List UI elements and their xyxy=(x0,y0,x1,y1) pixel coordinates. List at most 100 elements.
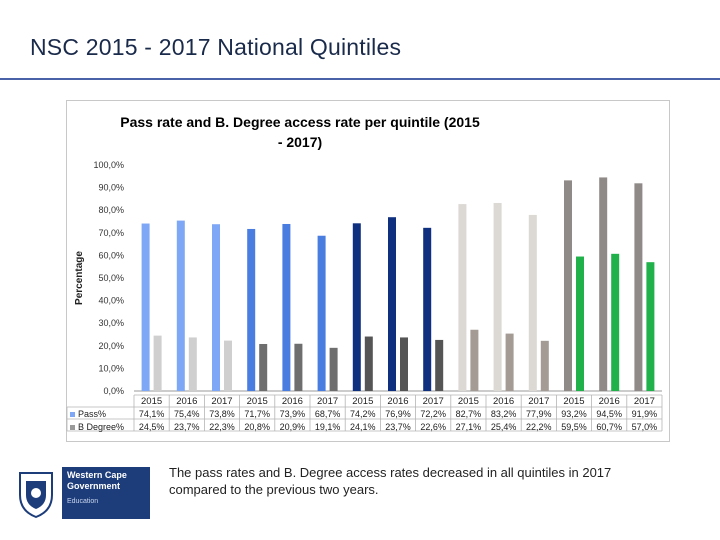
data-label: 94,5% xyxy=(596,409,622,419)
data-label: 72,2% xyxy=(420,409,446,419)
y-tick-label: 70,0% xyxy=(98,228,124,238)
x-tick-label: 2015 xyxy=(458,396,479,407)
data-label: 73,8% xyxy=(209,409,235,419)
pass-bar xyxy=(176,220,185,391)
data-label: 77,9% xyxy=(526,409,552,419)
pass-bar xyxy=(282,223,291,391)
data-label: 76,9% xyxy=(385,409,411,419)
data-label: 57,0% xyxy=(632,422,658,432)
data-label: 74,2% xyxy=(350,409,376,419)
data-label: 60,7% xyxy=(596,422,622,432)
data-label: 24,1% xyxy=(350,422,376,432)
b-degree-bar xyxy=(329,347,338,391)
data-label: 74,1% xyxy=(139,409,165,419)
pass-bar xyxy=(141,223,150,391)
data-label: 25,4% xyxy=(491,422,517,432)
pass-bar xyxy=(634,183,643,391)
logo-line-1: Western Cape xyxy=(67,470,127,480)
data-label: 20,9% xyxy=(280,422,306,432)
pass-bar xyxy=(528,214,537,391)
pass-bar xyxy=(352,223,361,391)
b-degree-bar xyxy=(540,340,549,391)
y-tick-label: 0,0% xyxy=(103,386,124,396)
data-label: 23,7% xyxy=(385,422,411,432)
legend-label-b-degree: B Degree% xyxy=(78,422,124,432)
y-tick-label: 30,0% xyxy=(98,318,124,328)
x-tick-label: 2015 xyxy=(141,396,162,407)
x-tick-label: 2016 xyxy=(176,396,197,407)
x-tick-label: 2017 xyxy=(634,396,655,407)
logo-line-3: Education xyxy=(67,498,99,505)
data-label: 75,4% xyxy=(174,409,200,419)
y-tick-label: 10,0% xyxy=(98,363,124,373)
slide-title: NSC 2015 - 2017 National Quintiles xyxy=(30,34,402,60)
pass-bar xyxy=(458,204,467,391)
b-degree-bar xyxy=(224,340,232,391)
b-degree-bar xyxy=(259,343,268,391)
legend-key-pass xyxy=(70,412,75,417)
title-divider xyxy=(0,78,720,80)
western-cape-government-logo: Western Cape Government Education xyxy=(62,467,150,519)
data-label: 83,2% xyxy=(491,409,517,419)
x-tick-label: 2017 xyxy=(423,396,444,407)
x-tick-label: 2015 xyxy=(247,396,268,407)
y-tick-label: 80,0% xyxy=(98,205,124,215)
pass-bar xyxy=(388,217,396,391)
data-label: 22,6% xyxy=(420,422,446,432)
data-label: 20,8% xyxy=(244,422,270,432)
x-tick-label: 2017 xyxy=(211,396,232,407)
b-degree-bar xyxy=(364,336,373,391)
legend-label-pass: Pass% xyxy=(78,409,106,419)
data-label: 71,7% xyxy=(244,409,270,419)
x-tick-label: 2016 xyxy=(387,396,408,407)
pass-bar xyxy=(599,177,608,391)
data-label: 19,1% xyxy=(315,422,341,432)
b-degree-bar xyxy=(646,262,655,391)
data-label: 27,1% xyxy=(456,422,482,432)
y-tick-label: 90,0% xyxy=(98,183,124,193)
x-tick-label: 2017 xyxy=(528,396,549,407)
b-degree-bar xyxy=(576,256,584,391)
y-axis-title: Percentage xyxy=(74,251,85,305)
data-label: 68,7% xyxy=(315,409,341,419)
data-label: 22,2% xyxy=(526,422,552,432)
logo-line-2: Government xyxy=(67,481,121,491)
b-degree-bar xyxy=(153,335,162,391)
pass-bar xyxy=(317,235,326,391)
x-tick-label: 2016 xyxy=(493,396,514,407)
x-tick-label: 2016 xyxy=(599,396,620,407)
pass-bar xyxy=(493,202,502,391)
data-label: 24,5% xyxy=(139,422,165,432)
y-tick-label: 20,0% xyxy=(98,341,124,351)
pass-bar xyxy=(423,227,432,391)
data-label: 23,7% xyxy=(174,422,200,432)
pass-bar xyxy=(212,224,220,391)
slide-caption: The pass rates and B. Degree access rate… xyxy=(169,465,612,497)
pass-bar xyxy=(564,180,572,391)
b-degree-bar xyxy=(188,337,197,391)
x-tick-label: 2015 xyxy=(352,396,373,407)
legend-key-b-degree xyxy=(70,425,75,430)
y-tick-label: 60,0% xyxy=(98,250,124,260)
data-label: 93,2% xyxy=(561,409,587,419)
b-degree-bar xyxy=(505,333,514,391)
b-degree-bar xyxy=(470,329,479,391)
data-label: 59,5% xyxy=(561,422,587,432)
data-label: 73,9% xyxy=(280,409,306,419)
coat-of-arms-logo xyxy=(14,467,58,519)
b-degree-bar xyxy=(294,343,303,391)
data-label: 82,7% xyxy=(456,409,482,419)
x-tick-label: 2016 xyxy=(282,396,303,407)
data-label: 91,9% xyxy=(632,409,658,419)
y-tick-label: 100,0% xyxy=(93,160,124,170)
x-tick-label: 2017 xyxy=(317,396,338,407)
b-degree-bar xyxy=(400,337,408,391)
pass-bar xyxy=(247,228,256,391)
data-label: 22,3% xyxy=(209,422,235,432)
chart-title: Pass rate and B. Degree access rate per … xyxy=(120,114,480,150)
y-tick-label: 50,0% xyxy=(98,273,124,283)
b-degree-bar xyxy=(435,339,444,391)
b-degree-bar xyxy=(611,253,620,391)
x-tick-label: 2015 xyxy=(563,396,584,407)
